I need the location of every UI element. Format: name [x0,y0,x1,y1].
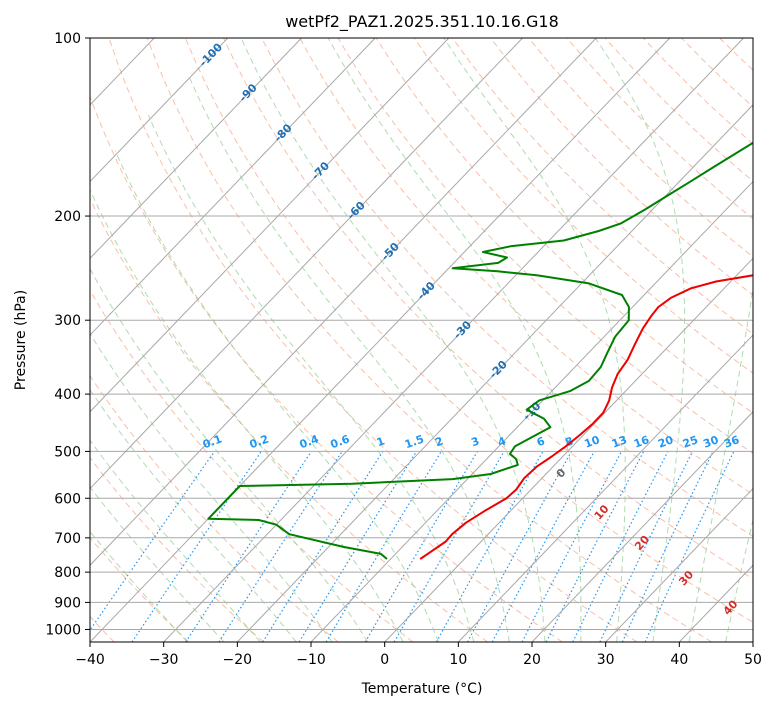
isotherm-line [90,38,523,490]
dry-adiabat-line [90,95,563,642]
moist-adiabat-line [240,38,546,642]
mixing-ratio-label: 20 [656,433,675,451]
isotherm-line [90,38,229,183]
x-tick-label: 20 [523,652,541,668]
moist-adiabat-line [688,284,753,642]
mixing-ratio-label: 0.6 [329,432,352,451]
mixing-ratio-label: 16 [632,433,651,451]
plot-frame [89,37,754,643]
mixing-ratio-line [572,451,669,642]
y-tick-label: 300 [54,313,81,329]
mixing-ratio-label: 1 [375,435,387,450]
dry-adiabat-line [299,38,753,496]
mixing-ratio-label: 13 [610,433,629,450]
x-tick-label: −20 [223,652,253,668]
x-tick-label: −40 [75,652,105,668]
mixing-ratio-line [131,451,262,642]
x-tick-label: 30 [597,652,615,668]
mixing-ratio-line [90,451,215,632]
mixing-ratio-line [466,451,573,642]
mixing-ratio-label: 0.1 [201,432,224,451]
moist-adiabat-line [90,439,261,642]
mixing-ratio-label: 30 [702,433,721,451]
y-tick-label: 600 [54,491,81,507]
x-tick-label: 0 [380,652,389,668]
x-tick-label: 10 [449,652,467,668]
dry-adiabat-line [375,38,753,414]
mixing-ratio-label: 0.4 [298,432,321,451]
y-tick-label: 900 [54,595,81,611]
mixing-ratio-label: 6 [535,434,547,449]
mixing-ratio-label: 1.5 [403,432,426,451]
mixing-ratio-label: 25 [681,433,700,450]
isotherm-line [90,38,671,642]
isotherm-grid [90,38,753,642]
mixing-ratio-line [298,451,418,642]
isotherm-line [90,38,302,260]
y-tick-label: 400 [54,387,81,403]
mixing-ratio-label: 10 [583,433,602,451]
y-tick-label: 200 [54,209,81,225]
isotherm-line [457,334,753,642]
isotherm-line [605,487,753,642]
mixing-ratio-label: 8 [564,435,576,450]
y-axis-label: Pressure (hPa) [13,290,29,390]
moist-adiabat-line [443,38,626,642]
isotherm-line [236,104,753,642]
isotherm-line [531,411,753,642]
x-axis-label: Temperature (°C) [361,681,483,697]
y-axis: 100 200 300 400 500 600 700 800 900 1000 [45,31,90,638]
isotherm-line [310,180,753,642]
y-tick-label: 1000 [45,622,81,638]
temperature-profile-line [419,274,753,560]
isotherm-line [90,38,376,336]
dry-adiabat-line [90,197,488,642]
mixing-ratio-line [218,451,343,642]
profiles [207,141,753,560]
isobar-grid [90,38,753,630]
y-tick-label: 100 [54,31,81,47]
y-tick-label: 500 [54,444,81,460]
y-tick-label: 700 [54,531,81,547]
moist-adiabat-line [90,388,297,642]
isotherm-line [384,257,753,642]
dewpoint-profile-line [207,141,753,560]
dry-adiabat-line [146,38,712,642]
dry-adiabat-line [413,38,753,374]
x-tick-label: 40 [670,652,688,668]
y-tick-label: 800 [54,565,81,581]
moist-adiabat-line [114,150,439,642]
mixing-ratio-label: 3 [470,435,482,450]
moist-adiabats [90,38,753,642]
mixing-ratio-line [185,451,312,642]
dry-adiabat-line [490,38,753,296]
x-tick-label: −30 [149,652,179,668]
x-tick-label: −10 [296,652,326,668]
mixing-ratio-label: 2 [433,435,445,450]
isotherm-line [90,38,597,566]
moist-adiabat-line [725,517,753,642]
isotherm-line [163,38,744,642]
background-lines [90,38,753,642]
moist-adiabat-line [147,114,475,642]
mixing-ratio-label: 36 [722,433,741,451]
moist-adiabat-line [90,188,404,642]
mixing-ratio-line [435,451,544,642]
moist-adiabat-line [327,38,582,642]
chart-title: wetPf2_PAZ1.2025.351.10.16.G18 [285,12,559,32]
moist-adiabat-line [90,332,333,642]
x-tick-label: 50 [744,652,762,668]
dry-adiabat-line [108,38,638,642]
mixing-ratio-line [545,451,645,642]
x-axis: −40 −30 −20 −10 0 10 20 30 40 50 [75,642,762,668]
moist-adiabat-line [594,38,686,642]
moist-adiabat-line [187,73,510,642]
mixing-ratio-label: 4 [496,434,508,449]
dry-adiabat-line [184,38,753,623]
isotherm-line [90,38,450,413]
mixing-ratio-label: 0.2 [248,432,271,451]
dry-adiabat-line [90,456,264,642]
dry-adiabat-line [451,38,753,335]
